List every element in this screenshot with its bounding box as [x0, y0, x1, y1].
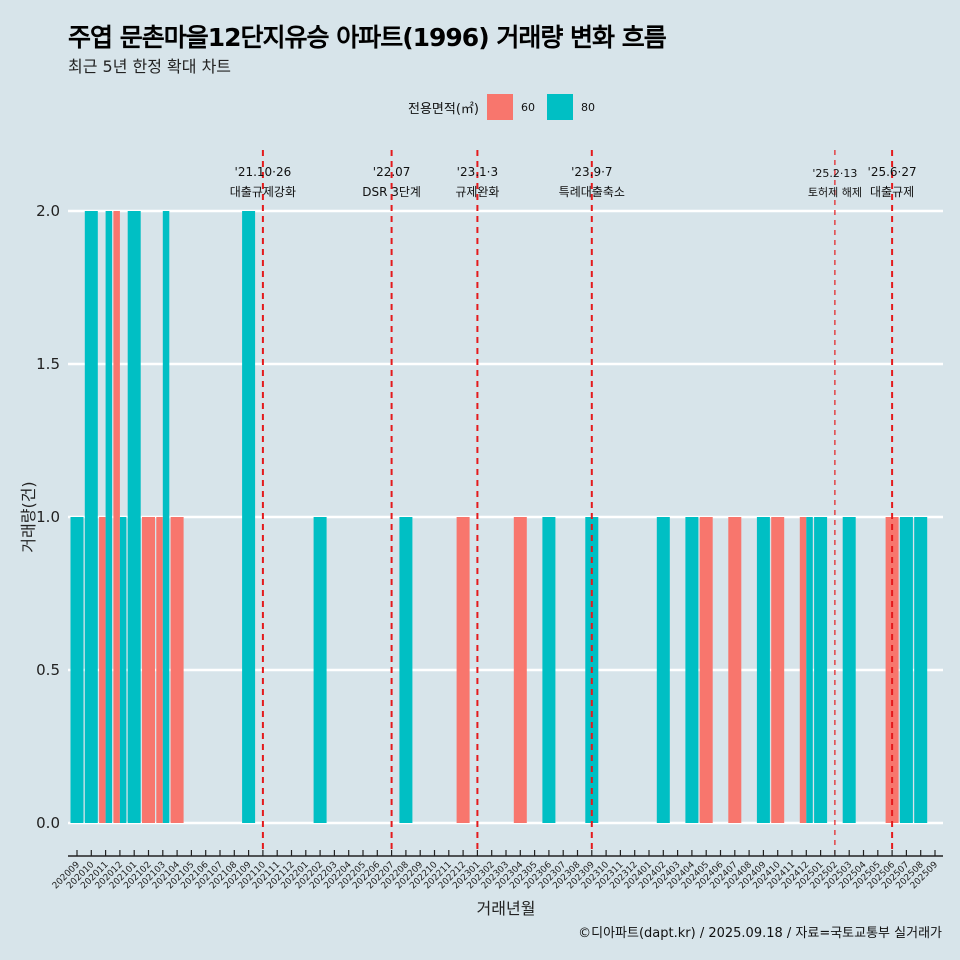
bar-80 — [313, 517, 327, 823]
bar-60 — [170, 517, 184, 823]
legend-key-80 — [546, 94, 573, 120]
bar-60 — [113, 211, 120, 823]
gridlines — [68, 209, 943, 825]
bar-60 — [513, 517, 527, 823]
bar-80 — [756, 517, 770, 823]
bar-60 — [728, 517, 742, 823]
bar-80 — [84, 211, 98, 823]
bar-80 — [162, 211, 170, 823]
bar-80 — [242, 211, 256, 823]
event-label: DSR 3단계 — [362, 185, 421, 199]
bar-60 — [156, 517, 163, 823]
y-tick-label: 1.5 — [36, 355, 60, 373]
y-axis: 0.0 0.5 1.0 1.5 2.0 — [36, 202, 60, 832]
x-axis: 2020092020102020112020122021012021022021… — [51, 850, 943, 891]
bar-60 — [99, 517, 106, 823]
bar-80 — [399, 517, 413, 823]
event-lines: '21.10·26 대출규제강화 '22.07 DSR 3단계 '23.1·3 규제완화 '… — [230, 150, 917, 854]
event-date: '22.07 — [373, 165, 411, 179]
bars — [70, 211, 928, 823]
bar-80 — [914, 517, 928, 823]
legend-label-60: 60 — [520, 100, 535, 114]
bar-80 — [119, 517, 127, 823]
event-date: '25.2·13 — [812, 167, 857, 180]
y-tick-label: 1.0 — [36, 508, 60, 526]
legend-label-80: 80 — [580, 100, 595, 114]
legend-key-60 — [486, 94, 513, 120]
event-label: 규제완화 — [455, 185, 499, 199]
event-date: '23.9·7 — [571, 165, 612, 179]
bar-60 — [456, 517, 470, 823]
bar-80 — [814, 517, 828, 823]
bar-60 — [699, 517, 713, 823]
y-axis-title: 거래량(건) — [19, 481, 38, 552]
chart-subtitle: 최근 5년 한정 확대 차트 — [68, 57, 232, 76]
chart-title: 주엽 문촌마을12단지유승 아파트(1996) 거래량 변화 흐름 — [68, 23, 667, 52]
event-date: '21.10·26 — [235, 165, 292, 179]
event-label: 특례대출축소 — [559, 185, 625, 199]
legend: 전용면적(㎡) 60 80 — [408, 93, 607, 121]
bar-80 — [105, 211, 113, 823]
bar-60 — [799, 517, 807, 823]
bar-80 — [70, 517, 84, 823]
bar-80 — [127, 211, 141, 823]
y-tick-label: 2.0 — [36, 202, 60, 220]
bar-60 — [771, 517, 785, 823]
x-axis-title: 거래년월 — [477, 899, 536, 918]
event-date: '25.6·27 — [868, 165, 917, 179]
event-label: 대출규제강화 — [230, 185, 296, 199]
bar-80 — [542, 517, 556, 823]
bar-80 — [899, 517, 913, 823]
y-tick-label: 0.0 — [36, 814, 60, 832]
legend-title: 전용면적(㎡) — [408, 101, 479, 117]
bar-60 — [142, 517, 155, 823]
source-caption: ©디아파트(dapt.kr) / 2025.09.18 / 자료=국토교통부 실… — [578, 926, 942, 941]
bar-80 — [685, 517, 699, 823]
event-label: 토허제 해제 — [808, 185, 862, 199]
y-tick-label: 0.5 — [36, 661, 60, 679]
bar-80 — [656, 517, 670, 823]
event-date: '23.1·3 — [457, 165, 498, 179]
bar-80 — [806, 517, 813, 823]
event-label: 대출규제 — [870, 185, 914, 199]
bar-80 — [842, 517, 856, 823]
